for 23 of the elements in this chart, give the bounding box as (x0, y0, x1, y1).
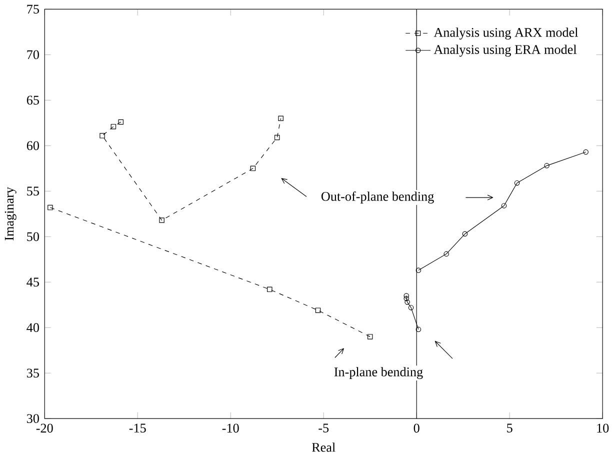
x-tick-label: -10 (222, 424, 239, 433)
x-tick-label: -15 (129, 424, 146, 433)
x-tick-label: -20 (36, 424, 53, 433)
x-tick-label: -5 (318, 424, 329, 433)
x-tick-label: 0 (414, 424, 420, 433)
x-axis-title: Real (312, 442, 336, 452)
legend-label: Analysis using ERA model (434, 44, 577, 57)
annotation: Out-of-plane bending (321, 192, 434, 204)
y-tick-label: 70 (27, 50, 39, 60)
y-tick-label: 40 (26, 323, 39, 332)
legend-label: Analysis using ARX model (434, 28, 578, 40)
y-tick-label: 60 (26, 141, 39, 150)
y-tick-label: 45 (26, 278, 39, 287)
y-tick-label: 75 (27, 5, 39, 14)
y-tick-label: 30 (26, 414, 39, 424)
annotation: In-plane bending (334, 367, 423, 380)
y-tick-label: 50 (27, 232, 39, 242)
y-tick-label: 55 (27, 186, 39, 196)
y-tick-label: 35 (26, 368, 39, 378)
y-tick-label: 65 (26, 96, 39, 105)
y-axis-title: Imaginary (4, 187, 16, 241)
x-tick-label: 10 (597, 424, 609, 433)
x-tick-label: 5 (507, 424, 512, 433)
